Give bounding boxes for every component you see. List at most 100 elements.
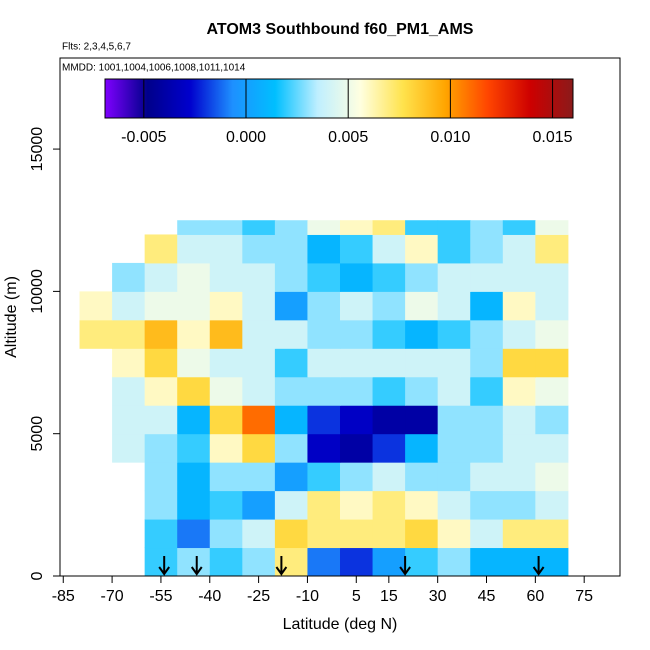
x-tick-label: 75 bbox=[575, 588, 593, 605]
heat-cell bbox=[340, 433, 374, 463]
y-tick-label: 5000 bbox=[29, 416, 46, 452]
heat-cell bbox=[307, 234, 341, 264]
heat-cell bbox=[242, 433, 276, 463]
heat-cell bbox=[274, 433, 308, 463]
plot-frame bbox=[59, 57, 621, 577]
heat-cell bbox=[144, 519, 178, 549]
heat-cell bbox=[144, 348, 178, 378]
heat-cell bbox=[112, 348, 146, 378]
heat-cell bbox=[274, 348, 308, 378]
heat-cell bbox=[502, 490, 536, 520]
colorbar-tick-label: -0.005 bbox=[121, 129, 166, 146]
heat-cell bbox=[405, 462, 439, 492]
x-tick-label: -85 bbox=[52, 588, 75, 605]
heat-cell bbox=[535, 234, 569, 264]
heat-cell bbox=[307, 376, 341, 406]
heat-cell bbox=[470, 547, 504, 577]
heat-cell bbox=[372, 220, 406, 235]
heat-cell bbox=[274, 291, 308, 321]
heat-cell bbox=[535, 319, 569, 349]
heat-cell bbox=[112, 262, 146, 292]
heat-cell bbox=[372, 234, 406, 264]
heat-cell bbox=[502, 547, 536, 577]
heat-cell bbox=[437, 348, 471, 378]
heat-cell bbox=[340, 490, 374, 520]
x-tick-label: -55 bbox=[149, 588, 172, 605]
heat-cell bbox=[209, 262, 243, 292]
heat-cell bbox=[209, 291, 243, 321]
heat-cell bbox=[502, 348, 536, 378]
heat-cell bbox=[242, 220, 276, 235]
heat-cell bbox=[112, 405, 146, 435]
y-tick-label: 0 bbox=[29, 571, 46, 580]
heat-cell bbox=[242, 348, 276, 378]
heat-cell bbox=[177, 234, 211, 264]
heat-cell bbox=[535, 490, 569, 520]
heat-cell bbox=[144, 234, 178, 264]
heat-cell bbox=[307, 490, 341, 520]
heat-cell bbox=[177, 490, 211, 520]
heat-cell bbox=[372, 262, 406, 292]
heat-cell bbox=[307, 405, 341, 435]
heat-cell bbox=[470, 262, 504, 292]
heat-cell bbox=[535, 291, 569, 321]
heat-cell bbox=[177, 262, 211, 292]
heat-cell bbox=[144, 405, 178, 435]
heat-cell bbox=[502, 519, 536, 549]
heat-cell bbox=[274, 405, 308, 435]
heat-cell bbox=[502, 433, 536, 463]
heat-cell bbox=[437, 291, 471, 321]
heat-cell bbox=[144, 433, 178, 463]
heat-cell bbox=[340, 462, 374, 492]
heat-cell bbox=[372, 490, 406, 520]
heat-cell bbox=[144, 319, 178, 349]
arrow bbox=[275, 556, 288, 576]
x-axis-label: Latitude (deg N) bbox=[283, 616, 398, 633]
colorbar-tick-label: 0.000 bbox=[226, 129, 266, 146]
heat-cell bbox=[307, 348, 341, 378]
heat-cell bbox=[470, 490, 504, 520]
heat-cell bbox=[209, 490, 243, 520]
heat-cell bbox=[177, 405, 211, 435]
heat-cell bbox=[535, 348, 569, 378]
heat-cell bbox=[470, 405, 504, 435]
heat-cell bbox=[470, 234, 504, 264]
colorbar-tick-label: 0.005 bbox=[328, 129, 368, 146]
heat-cell bbox=[209, 220, 243, 235]
heat-cell bbox=[372, 462, 406, 492]
heat-cell bbox=[437, 490, 471, 520]
heat-cell bbox=[405, 291, 439, 321]
x-tick-label: 5 bbox=[352, 588, 361, 605]
heat-cell bbox=[274, 376, 308, 406]
heat-cell bbox=[177, 547, 211, 577]
heat-cell bbox=[209, 234, 243, 264]
heat-cell bbox=[274, 220, 308, 235]
heat-cell bbox=[470, 291, 504, 321]
heat-cell bbox=[470, 519, 504, 549]
heat-cell bbox=[437, 405, 471, 435]
heat-cell bbox=[502, 462, 536, 492]
x-tick-label: -40 bbox=[198, 588, 221, 605]
heat-cell bbox=[209, 405, 243, 435]
heat-cell bbox=[470, 319, 504, 349]
heat-cell bbox=[307, 462, 341, 492]
heat-cell bbox=[535, 262, 569, 292]
heat-cell bbox=[274, 490, 308, 520]
heat-cell bbox=[177, 319, 211, 349]
heat-cell bbox=[112, 433, 146, 463]
heat-cell bbox=[242, 462, 276, 492]
x-tick-label: 45 bbox=[478, 588, 496, 605]
heat-cell bbox=[242, 291, 276, 321]
heat-cell bbox=[535, 376, 569, 406]
heat-cell bbox=[535, 220, 569, 235]
heat-cell bbox=[372, 547, 406, 577]
arrow bbox=[399, 556, 411, 576]
heat-cell bbox=[209, 433, 243, 463]
heat-cell bbox=[437, 234, 471, 264]
heat-cell bbox=[437, 262, 471, 292]
heat-cell bbox=[177, 433, 211, 463]
heat-cell bbox=[405, 433, 439, 463]
heat-cell bbox=[144, 262, 178, 292]
heat-cell bbox=[274, 462, 308, 492]
heat-cell bbox=[144, 490, 178, 520]
